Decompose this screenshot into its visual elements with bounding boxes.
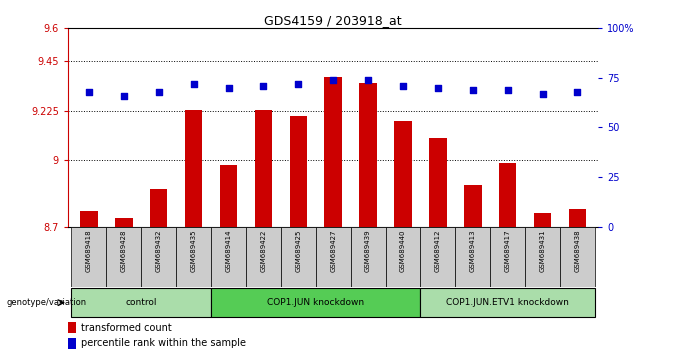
Text: GSM689439: GSM689439 — [365, 230, 371, 272]
Point — [467, 87, 478, 93]
Bar — [525, 227, 560, 287]
Text: GSM689418: GSM689418 — [86, 230, 92, 272]
Bar — [290, 116, 307, 227]
Point — [293, 81, 304, 87]
Bar — [499, 163, 516, 227]
Text: GSM689413: GSM689413 — [470, 230, 476, 272]
Bar — [568, 209, 586, 227]
Bar — [106, 227, 141, 287]
Text: GSM689425: GSM689425 — [295, 230, 301, 272]
Bar — [68, 322, 76, 333]
Text: GSM689412: GSM689412 — [435, 230, 441, 272]
Text: transformed count: transformed count — [82, 322, 172, 332]
Point — [328, 77, 339, 83]
Point — [398, 83, 409, 88]
Point — [153, 89, 164, 95]
Text: control: control — [126, 297, 157, 307]
Bar — [560, 227, 595, 287]
Text: percentile rank within the sample: percentile rank within the sample — [82, 338, 246, 348]
Bar — [220, 165, 237, 227]
Point — [223, 85, 234, 91]
Text: GSM689414: GSM689414 — [226, 230, 231, 272]
Text: COP1.JUN knockdown: COP1.JUN knockdown — [267, 297, 364, 307]
Text: GSM689427: GSM689427 — [330, 230, 336, 272]
Bar — [490, 227, 525, 287]
Bar — [255, 110, 272, 227]
Bar — [246, 227, 281, 287]
Text: GSM689422: GSM689422 — [260, 230, 267, 272]
Bar — [420, 288, 595, 317]
Bar — [71, 227, 106, 287]
Point — [84, 89, 95, 95]
Bar — [394, 121, 411, 227]
Bar — [176, 227, 211, 287]
Bar — [420, 227, 456, 287]
Text: COP1.JUN.ETV1 knockdown: COP1.JUN.ETV1 knockdown — [446, 297, 569, 307]
Title: GDS4159 / 203918_at: GDS4159 / 203918_at — [265, 14, 402, 27]
Bar — [464, 185, 481, 227]
Bar — [429, 138, 447, 227]
Text: GSM689440: GSM689440 — [400, 230, 406, 272]
Text: GSM689435: GSM689435 — [190, 230, 197, 272]
Bar — [386, 227, 420, 287]
Point — [362, 77, 373, 83]
Bar — [324, 77, 342, 227]
Text: GSM689432: GSM689432 — [156, 230, 162, 272]
Text: GSM689431: GSM689431 — [539, 230, 545, 272]
Bar — [71, 288, 211, 317]
Bar — [281, 227, 316, 287]
Point — [188, 81, 199, 87]
Point — [503, 87, 513, 93]
Bar — [185, 110, 203, 227]
Bar — [316, 227, 351, 287]
Text: GSM689438: GSM689438 — [575, 230, 581, 272]
Text: GSM689417: GSM689417 — [505, 230, 511, 272]
Bar — [150, 189, 167, 227]
Point — [432, 85, 443, 91]
Bar — [351, 227, 386, 287]
Point — [258, 83, 269, 88]
Text: GSM689428: GSM689428 — [121, 230, 127, 272]
Bar — [534, 213, 551, 227]
Point — [537, 91, 548, 97]
Text: genotype/variation: genotype/variation — [7, 298, 87, 307]
Bar — [80, 211, 98, 227]
Bar — [359, 84, 377, 227]
Point — [572, 89, 583, 95]
Bar — [456, 227, 490, 287]
Bar — [211, 288, 420, 317]
Bar — [211, 227, 246, 287]
Bar — [115, 218, 133, 227]
Bar — [68, 338, 76, 349]
Bar — [141, 227, 176, 287]
Point — [118, 93, 129, 98]
